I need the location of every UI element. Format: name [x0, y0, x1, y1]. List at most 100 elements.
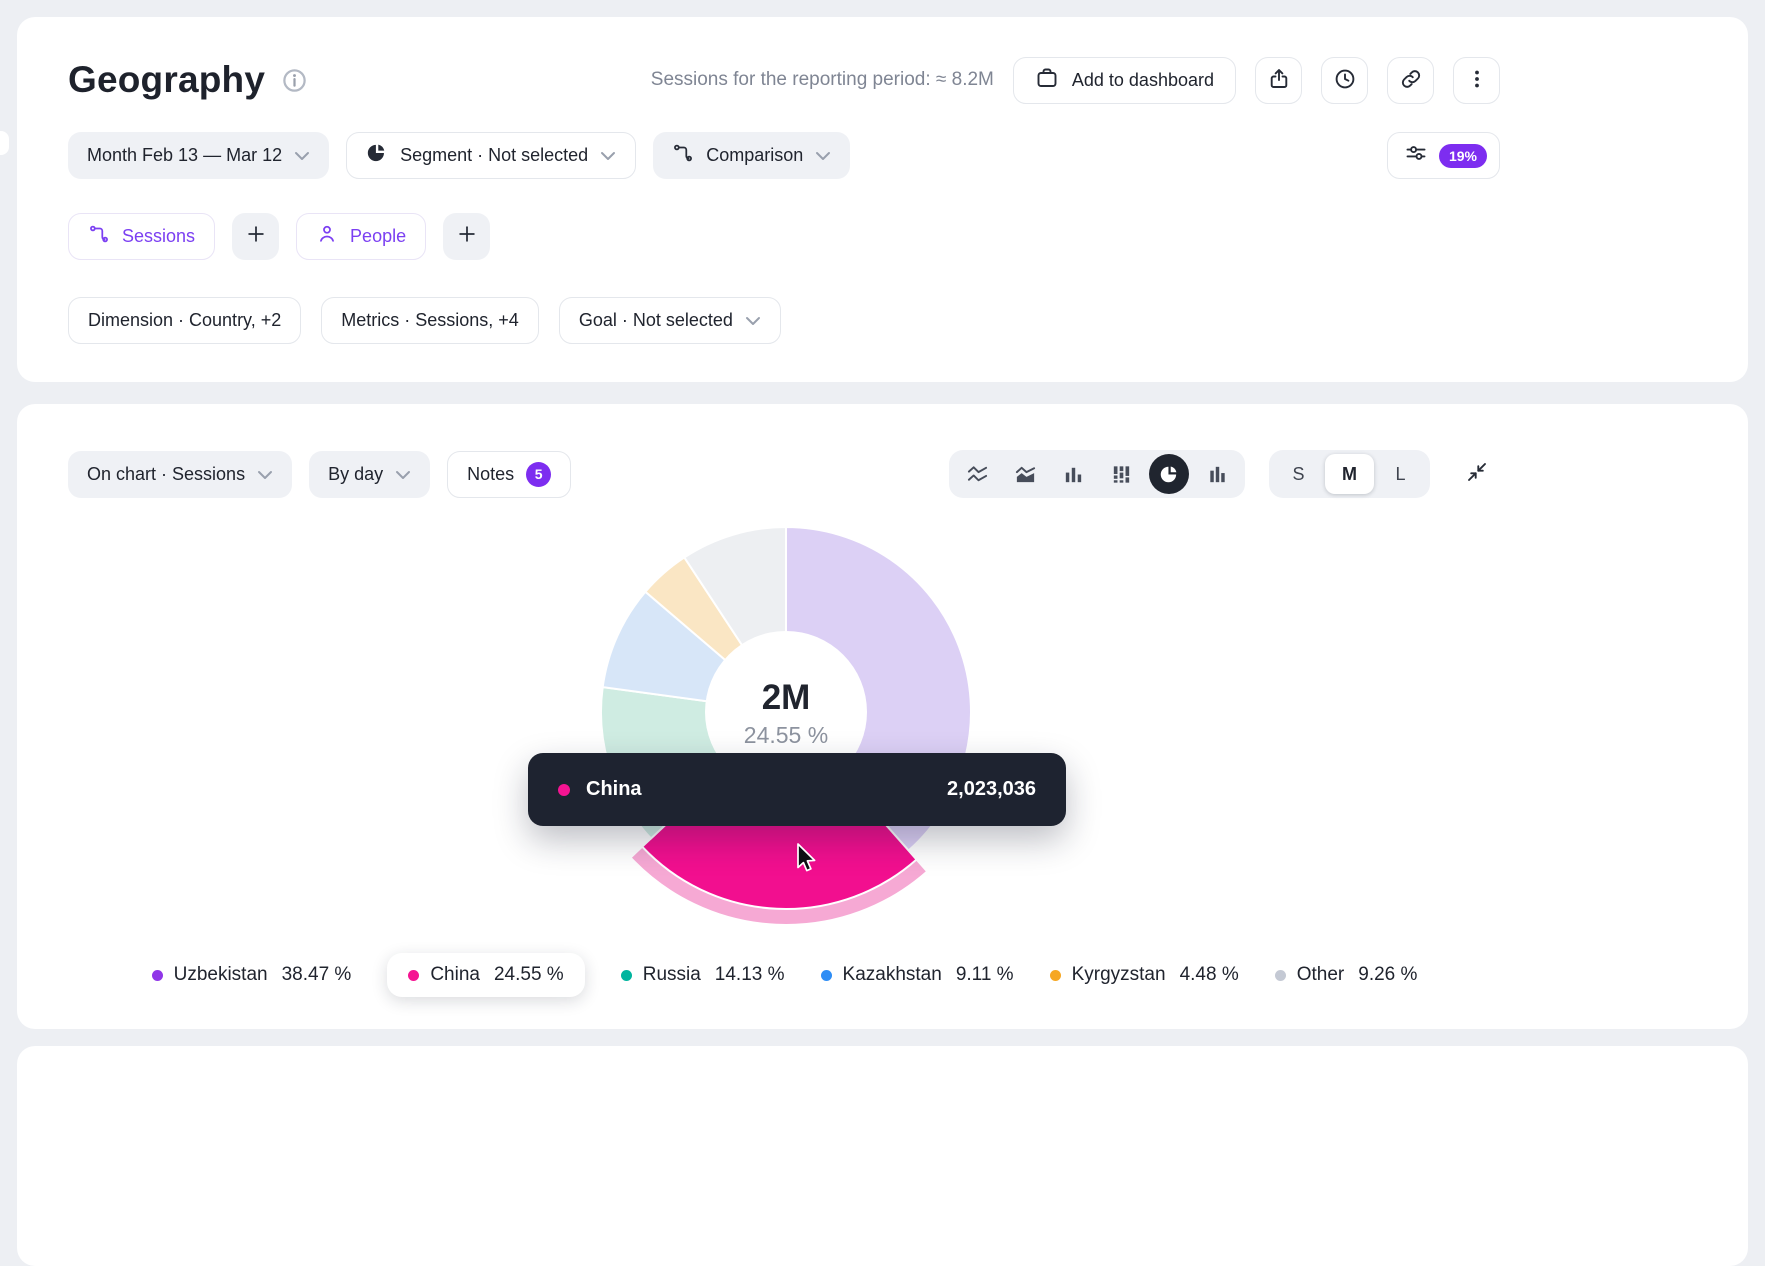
legend-percent: 9.26 %: [1358, 964, 1418, 985]
chart-type-stacked-area-icon[interactable]: [1001, 450, 1049, 498]
chart-type-histogram-icon[interactable]: [1193, 450, 1241, 498]
period-selector[interactable]: Month Feb 13 — Mar 12: [68, 132, 330, 179]
chart-size-switcher: S M L: [1269, 450, 1430, 498]
people-chip-label: People: [350, 226, 407, 246]
tooltip-label: China: [586, 778, 642, 800]
report-header-card: Geography Sessions for the reporting per…: [17, 17, 1748, 382]
chevron-down-icon: [294, 145, 310, 166]
dashboard-icon: [1035, 66, 1059, 95]
copy-link-button[interactable]: [1387, 56, 1434, 104]
legend-label: Uzbekistan: [173, 964, 268, 985]
on-chart-selector[interactable]: On chart · Sessions: [68, 450, 293, 498]
legend-dot: [620, 969, 632, 981]
add-to-dashboard-button[interactable]: Add to dashboard: [1012, 56, 1236, 104]
period-label: Month Feb 13 — Mar 12: [87, 145, 283, 165]
chart-tooltip: China 2,023,036: [528, 753, 1066, 826]
sessions-chip-label: Sessions: [122, 226, 196, 246]
chart-type-stacked-columns-icon[interactable]: [1097, 450, 1145, 498]
sessions-summary: Sessions for the reporting period: ≈ 8.2…: [650, 69, 994, 90]
legend-item-china[interactable]: China 24.55 %: [387, 953, 585, 997]
legend-item-other[interactable]: Other 9.26 %: [1274, 964, 1418, 986]
chevron-down-icon: [600, 145, 616, 166]
metrics-label: Metrics · Sessions, +4: [341, 310, 519, 330]
sliders-icon: [1404, 141, 1428, 170]
donut-chart[interactable]: [556, 482, 1016, 942]
collapse-icon: [1465, 460, 1489, 489]
notes-count-badge: 5: [526, 461, 552, 487]
legend-dot: [408, 969, 420, 981]
segment-icon: [366, 142, 388, 169]
comparison-icon: [672, 142, 694, 169]
clock-icon: [1333, 67, 1357, 94]
legend-item-uzbekistan[interactable]: Uzbekistan 38.47 %: [151, 964, 352, 986]
legend-dot: [1274, 969, 1286, 981]
legend-item-kazakhstan[interactable]: Kazakhstan 9.11 %: [820, 964, 1014, 986]
granularity-label: By day: [328, 463, 384, 484]
sampling-settings-button[interactable]: 19%: [1386, 132, 1500, 179]
legend-item-russia[interactable]: Russia 14.13 %: [620, 964, 785, 986]
segment-selector[interactable]: Segment · Not selected: [346, 132, 637, 179]
legend-percent: 14.13 %: [714, 964, 785, 985]
legend-percent: 4.48 %: [1179, 964, 1239, 985]
size-medium-button[interactable]: M: [1325, 454, 1374, 494]
add-metric-button[interactable]: [232, 213, 280, 260]
size-small-button[interactable]: S: [1292, 463, 1305, 484]
goal-selector[interactable]: Goal · Not selected: [558, 297, 781, 344]
legend-percent: 38.47 %: [281, 964, 352, 985]
legend-label: Other: [1296, 964, 1345, 985]
page-title: Geography: [68, 59, 266, 100]
granularity-selector[interactable]: By day: [309, 450, 431, 498]
tooltip-series-dot: [558, 783, 570, 796]
data-table-card: [17, 1046, 1748, 1266]
legend-dot: [820, 969, 832, 981]
share-icon: [1267, 67, 1291, 94]
metrics-selector[interactable]: Metrics · Sessions, +4: [321, 297, 539, 344]
chart-type-bars-icon[interactable]: [1049, 450, 1097, 498]
collapsed-panel-handle[interactable]: [0, 131, 9, 155]
goal-label: Goal · Not selected: [578, 310, 733, 330]
more-actions-button[interactable]: [1453, 56, 1500, 104]
chevron-down-icon: [815, 145, 831, 166]
share-button[interactable]: [1255, 56, 1302, 104]
size-large-button[interactable]: L: [1395, 463, 1406, 484]
legend-percent: 24.55 %: [493, 964, 564, 985]
comparison-selector[interactable]: Comparison: [653, 132, 851, 179]
legend-percent: 9.11 %: [955, 964, 1014, 985]
chart-type-pie-icon[interactable]: [1145, 450, 1193, 498]
sessions-icon: [88, 223, 110, 250]
chart-legend: Uzbekistan 38.47 % China 24.55 % Russia …: [17, 953, 1748, 997]
plus-icon: [245, 223, 267, 250]
collapse-chart-button[interactable]: [1454, 451, 1500, 497]
chart-type-lines-icon[interactable]: [953, 450, 1001, 498]
plus-icon: [456, 223, 478, 250]
legend-label: Kazakhstan: [842, 964, 942, 985]
chevron-down-icon: [395, 464, 411, 485]
person-icon: [316, 223, 338, 250]
sampling-badge: 19%: [1438, 143, 1487, 168]
info-icon[interactable]: [281, 67, 308, 94]
dimension-label: Dimension · Country, +2: [88, 310, 282, 330]
notes-button[interactable]: Notes 5: [447, 450, 572, 498]
metric-chip-people[interactable]: People: [296, 213, 427, 260]
on-chart-label: On chart · Sessions: [87, 463, 246, 484]
notes-label: Notes: [467, 463, 515, 484]
active-chart-type-background: [1149, 454, 1189, 494]
history-button[interactable]: [1321, 56, 1368, 104]
dimension-selector[interactable]: Dimension · Country, +2: [68, 297, 302, 344]
legend-dot: [151, 969, 163, 981]
legend-item-kyrgyzstan[interactable]: Kyrgyzstan 4.48 %: [1049, 964, 1239, 986]
chart-card: On chart · Sessions By day Notes 5: [17, 404, 1748, 1029]
chevron-down-icon: [257, 464, 273, 485]
add-to-dashboard-label: Add to dashboard: [1071, 69, 1214, 90]
kebab-menu-icon: [1465, 67, 1489, 94]
legend-label: Russia: [642, 964, 701, 985]
segment-label: Segment · Not selected: [400, 145, 589, 165]
comparison-label: Comparison: [706, 145, 804, 165]
mouse-cursor: [791, 842, 821, 881]
legend-label: Kyrgyzstan: [1071, 964, 1166, 985]
add-people-metric-button[interactable]: [443, 213, 491, 260]
metric-chip-sessions[interactable]: Sessions: [68, 213, 216, 260]
donut-hole: [705, 631, 867, 793]
link-icon: [1399, 67, 1423, 94]
chevron-down-icon: [745, 310, 761, 331]
